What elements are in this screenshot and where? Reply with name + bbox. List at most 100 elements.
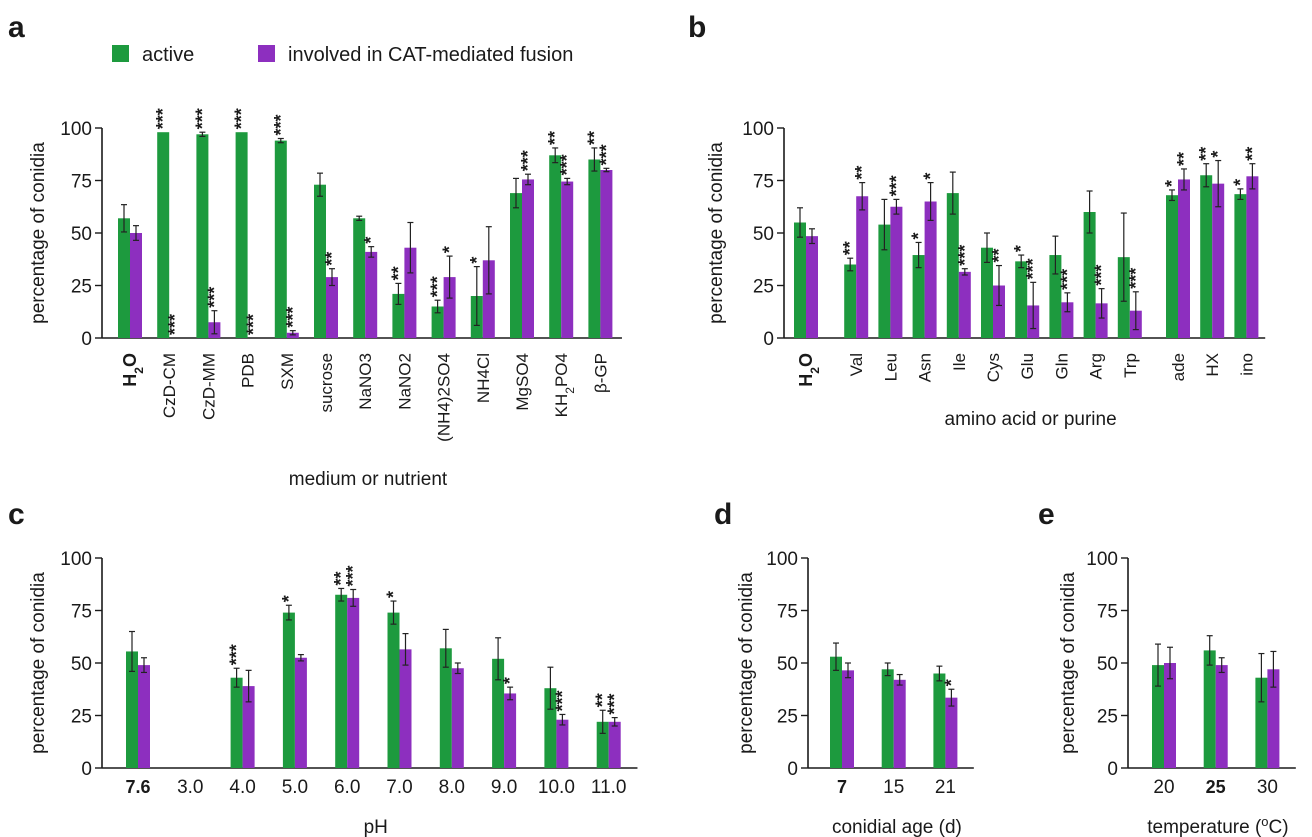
significance-label: *** [605, 694, 625, 715]
y-axis-label: percentage of conidia [28, 572, 49, 754]
category-label: 7.6 [125, 777, 150, 797]
bar-active-ade [1166, 195, 1178, 338]
significance-label: * [1162, 180, 1182, 187]
category-label: 7 [837, 777, 847, 797]
bar-active-8.0 [439, 648, 452, 768]
bar-active-20 [1152, 665, 1164, 768]
y-tick-label: 75 [71, 602, 92, 623]
significance-label: ** [1196, 147, 1216, 161]
significance-label: ** [388, 266, 408, 280]
y-tick-label: 100 [766, 549, 798, 570]
bar-active-H2O [794, 222, 806, 338]
y-axis-label: percentage of conidia [706, 142, 727, 324]
bar-fusion-Asn [924, 201, 937, 338]
panel-label-d: d [714, 498, 732, 531]
category-label: 7.0 [386, 777, 412, 798]
bar-fusion-6.0 [347, 597, 360, 768]
bar-fusion-H2O [806, 236, 818, 338]
bar-fusion-NH4Cl [482, 260, 495, 338]
bar-fusion-β-GP [600, 170, 613, 338]
significance-label: *** [1126, 268, 1146, 289]
significance-label: ** [593, 693, 613, 707]
bar-active-4.0 [230, 677, 243, 768]
panel-label-b: b [688, 11, 706, 44]
significance-label: *** [1023, 258, 1043, 279]
panel-a: a 0 25 50 75 100 percentage of conidia medium o… [8, 11, 622, 490]
category-label: NaNO3 [356, 353, 375, 410]
bar-active-ino [1234, 194, 1247, 338]
significance-label: ** [840, 241, 860, 255]
legend-label-active: active [142, 44, 194, 66]
category-label: Ile [950, 353, 969, 371]
category-label: sucrose [317, 353, 336, 413]
bar-fusion-Leu [890, 206, 903, 338]
bar-fusion-Val [856, 196, 869, 338]
category-label: ade [1169, 353, 1188, 381]
bar-fusion-Cys [993, 285, 1005, 338]
significance-label: * [467, 257, 487, 264]
panel-d: d 0 25 50 75 100 percentage of conidia conidial… [714, 498, 974, 837]
x-axis-label: pH [364, 817, 388, 837]
category-label: SXM [278, 353, 297, 390]
y-tick-label: 0 [763, 329, 774, 350]
category-label: NaNO2 [395, 353, 414, 410]
legend-swatch-active [112, 45, 129, 62]
significance-label: * [1208, 151, 1228, 158]
significance-label: *** [518, 150, 538, 171]
bar-active-9.0 [492, 658, 505, 768]
y-tick-label: 100 [60, 549, 92, 570]
y-axis-label: percentage of conidia [736, 572, 757, 754]
bar-fusion-4.0 [242, 686, 255, 768]
bar-fusion-21 [945, 697, 958, 768]
bar-fusion-15 [893, 679, 906, 768]
significance-label: *** [1057, 269, 1077, 290]
category-label: HX [1203, 353, 1222, 377]
significance-label: * [440, 246, 460, 253]
significance-label: *** [552, 690, 572, 711]
panel-label-e: e [1038, 498, 1055, 531]
bar-active-Leu [878, 224, 891, 338]
significance-label: ** [322, 252, 342, 266]
significance-label: *** [343, 565, 363, 586]
significance-label: ** [1174, 152, 1194, 166]
category-label: 25 [1206, 777, 1226, 797]
bar-active-10.0 [544, 688, 557, 768]
y-axis-label: percentage of conidia [1058, 572, 1079, 754]
significance-label: *** [283, 307, 303, 328]
bar-fusion-10.0 [556, 719, 569, 768]
bar-active-21 [933, 673, 946, 768]
bar-active-HX [1200, 175, 1213, 338]
bar-fusion-ino [1246, 176, 1259, 338]
category-label: MgSO4 [513, 353, 532, 411]
significance-label: *** [232, 108, 252, 129]
y-tick-label: 75 [71, 172, 92, 193]
y-tick-label: 25 [1097, 707, 1118, 728]
significance-label: ** [331, 571, 351, 585]
panel-label-a: a [8, 11, 25, 44]
category-label: Cys [984, 353, 1003, 382]
y-tick-label: 0 [787, 759, 798, 780]
bar-active-Asn [912, 255, 925, 338]
category-label: 8.0 [439, 777, 465, 798]
bar-fusion-30 [1267, 669, 1280, 768]
category-label: 15 [883, 777, 904, 798]
significance-label: *** [428, 276, 448, 297]
significance-label: ** [989, 249, 1009, 263]
bar-active-(NH4)2SO4 [431, 306, 444, 338]
category-label: ino [1237, 353, 1256, 376]
significance-label: *** [271, 114, 291, 135]
category-label: (NH4)2SO4 [435, 353, 454, 442]
category-label: Arg [1087, 353, 1106, 379]
category-label: 6.0 [334, 777, 360, 798]
bar-fusion-25 [1215, 665, 1228, 768]
significance-label: *** [227, 644, 247, 665]
y-tick-label: 50 [753, 224, 774, 245]
y-tick-label: 50 [71, 654, 92, 675]
category-label: Glu [1018, 353, 1037, 379]
bar-active-7 [830, 656, 842, 768]
y-tick-label: 75 [777, 602, 798, 623]
bar-fusion-9.0 [504, 693, 517, 768]
y-tick-label: 50 [71, 224, 92, 245]
category-label: H2O [796, 353, 822, 387]
category-label: Trp [1121, 353, 1140, 378]
